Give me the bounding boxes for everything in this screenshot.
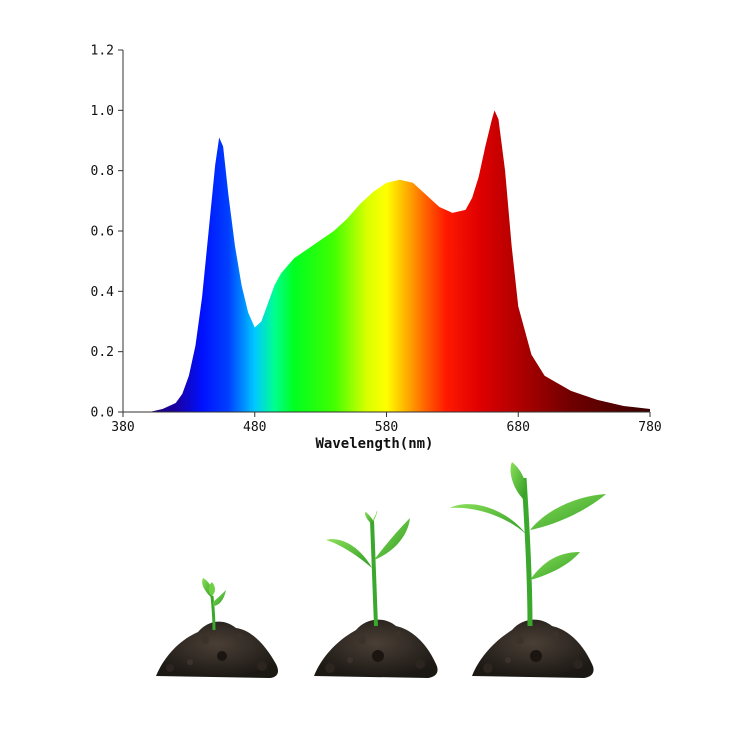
soil-mound-medium bbox=[314, 619, 438, 678]
leaf-large-top bbox=[510, 462, 527, 500]
sprout-medium bbox=[314, 510, 438, 678]
leaf-large-lower-right bbox=[530, 552, 580, 580]
leaf-medium-left bbox=[326, 539, 372, 568]
leaf-medium-right bbox=[374, 518, 410, 560]
x-ticks: 380 480 580 680 780 bbox=[111, 412, 662, 435]
y-tick-label: 1.0 bbox=[91, 104, 114, 119]
y-tick-label: 0.2 bbox=[91, 345, 114, 360]
y-ticks: 0.0 0.2 0.4 0.6 0.8 1.0 1.2 bbox=[91, 44, 123, 421]
soil-mound-large bbox=[472, 619, 594, 678]
stem-large bbox=[521, 477, 533, 627]
spectrum-chart: 0.0 0.2 0.4 0.6 0.8 1.0 1.2 380 480 580 680 780 Wa… bbox=[91, 44, 662, 453]
y-tick-label: 0.8 bbox=[91, 164, 114, 179]
y-tick-label: 0.0 bbox=[91, 406, 114, 421]
soil-mound-small bbox=[156, 621, 278, 678]
leaf-medium-top bbox=[364, 512, 374, 524]
plant-growth-illustration bbox=[156, 462, 606, 678]
y-tick-label: 0.4 bbox=[91, 285, 115, 300]
x-axis-title: Wavelength(nm) bbox=[315, 436, 433, 452]
leaf-large-upper-left bbox=[450, 504, 526, 534]
x-tick-label: 380 bbox=[111, 420, 134, 435]
spectrum-area bbox=[123, 110, 650, 412]
plot-area bbox=[123, 110, 650, 412]
stem-medium bbox=[370, 519, 378, 627]
x-tick-label: 580 bbox=[375, 420, 398, 435]
y-tick-label: 1.2 bbox=[91, 44, 114, 59]
sprout-small bbox=[156, 578, 278, 678]
y-tick-label: 0.6 bbox=[91, 225, 114, 240]
x-tick-label: 780 bbox=[638, 420, 661, 435]
leaf-small-bud bbox=[208, 582, 215, 596]
sprout-large bbox=[450, 462, 606, 678]
leaf-small-right bbox=[213, 590, 226, 606]
leaf-medium-top-right bbox=[372, 510, 378, 522]
leaf-large-upper-right bbox=[530, 494, 606, 530]
x-tick-label: 680 bbox=[507, 420, 530, 435]
stem-small bbox=[210, 595, 216, 631]
x-tick-label: 480 bbox=[243, 420, 266, 435]
